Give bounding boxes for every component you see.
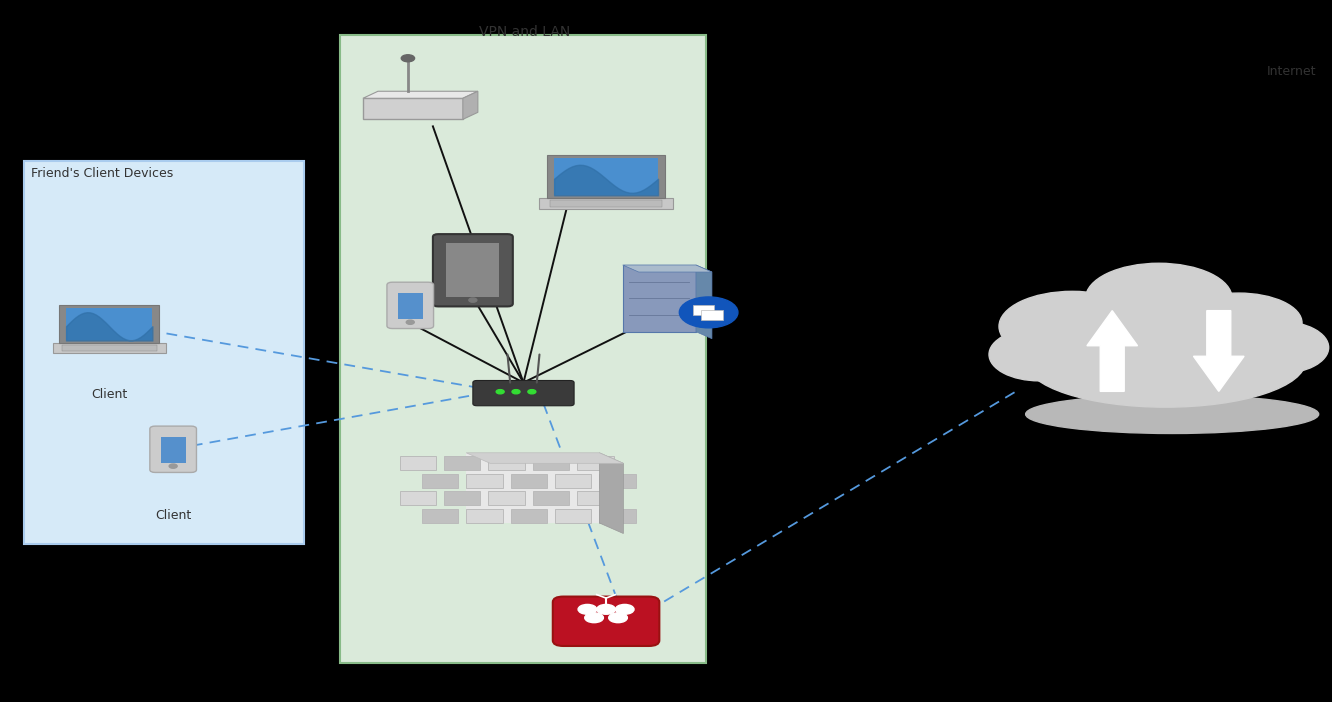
FancyBboxPatch shape bbox=[444, 456, 481, 470]
FancyBboxPatch shape bbox=[599, 509, 635, 523]
FancyBboxPatch shape bbox=[60, 305, 159, 343]
FancyBboxPatch shape bbox=[555, 509, 591, 523]
FancyBboxPatch shape bbox=[397, 293, 424, 319]
Circle shape bbox=[527, 390, 535, 394]
FancyBboxPatch shape bbox=[622, 265, 695, 332]
FancyBboxPatch shape bbox=[510, 509, 547, 523]
Circle shape bbox=[401, 55, 414, 62]
FancyBboxPatch shape bbox=[444, 491, 481, 505]
FancyBboxPatch shape bbox=[24, 161, 304, 544]
FancyBboxPatch shape bbox=[555, 474, 591, 488]
FancyBboxPatch shape bbox=[510, 474, 547, 488]
FancyBboxPatch shape bbox=[53, 343, 165, 352]
Ellipse shape bbox=[999, 291, 1146, 362]
Text: Client: Client bbox=[91, 388, 128, 401]
FancyBboxPatch shape bbox=[362, 98, 464, 119]
FancyBboxPatch shape bbox=[577, 491, 614, 505]
FancyBboxPatch shape bbox=[599, 474, 635, 488]
Circle shape bbox=[585, 613, 603, 623]
Polygon shape bbox=[464, 91, 478, 119]
Circle shape bbox=[615, 604, 634, 614]
FancyBboxPatch shape bbox=[466, 509, 502, 523]
FancyBboxPatch shape bbox=[577, 456, 614, 470]
FancyBboxPatch shape bbox=[422, 474, 458, 488]
Circle shape bbox=[496, 390, 503, 394]
Ellipse shape bbox=[1086, 263, 1232, 333]
Polygon shape bbox=[599, 453, 623, 534]
Text: VPN and LAN: VPN and LAN bbox=[480, 25, 570, 39]
Polygon shape bbox=[362, 91, 478, 98]
FancyBboxPatch shape bbox=[433, 234, 513, 306]
FancyBboxPatch shape bbox=[554, 158, 658, 195]
FancyBboxPatch shape bbox=[553, 597, 659, 646]
FancyBboxPatch shape bbox=[422, 509, 458, 523]
FancyBboxPatch shape bbox=[340, 35, 706, 663]
FancyBboxPatch shape bbox=[533, 491, 569, 505]
Polygon shape bbox=[466, 453, 623, 463]
FancyBboxPatch shape bbox=[489, 456, 525, 470]
Circle shape bbox=[578, 604, 597, 614]
FancyBboxPatch shape bbox=[400, 491, 436, 505]
Polygon shape bbox=[695, 265, 711, 339]
FancyBboxPatch shape bbox=[386, 282, 434, 329]
Text: Friend's Client Devices: Friend's Client Devices bbox=[32, 167, 173, 180]
FancyBboxPatch shape bbox=[149, 426, 197, 472]
FancyBboxPatch shape bbox=[550, 199, 662, 206]
Polygon shape bbox=[1087, 310, 1138, 392]
Ellipse shape bbox=[1175, 293, 1301, 352]
FancyBboxPatch shape bbox=[489, 491, 525, 505]
FancyBboxPatch shape bbox=[61, 345, 157, 350]
FancyBboxPatch shape bbox=[539, 198, 673, 208]
Polygon shape bbox=[1193, 310, 1244, 392]
Circle shape bbox=[406, 320, 414, 324]
FancyBboxPatch shape bbox=[67, 308, 152, 340]
Text: Client: Client bbox=[155, 509, 192, 522]
FancyBboxPatch shape bbox=[473, 380, 574, 406]
FancyBboxPatch shape bbox=[400, 456, 436, 470]
Circle shape bbox=[609, 613, 627, 623]
FancyBboxPatch shape bbox=[446, 243, 500, 297]
FancyBboxPatch shape bbox=[693, 305, 714, 314]
Ellipse shape bbox=[1228, 322, 1329, 373]
Polygon shape bbox=[622, 265, 711, 272]
Circle shape bbox=[679, 297, 738, 328]
Ellipse shape bbox=[1026, 395, 1319, 433]
Circle shape bbox=[469, 298, 477, 302]
FancyBboxPatch shape bbox=[466, 453, 599, 523]
Circle shape bbox=[169, 464, 177, 468]
FancyBboxPatch shape bbox=[466, 474, 502, 488]
Ellipse shape bbox=[1026, 316, 1305, 407]
FancyBboxPatch shape bbox=[702, 310, 723, 320]
FancyBboxPatch shape bbox=[160, 437, 186, 463]
Text: Internet: Internet bbox=[1267, 65, 1316, 78]
Circle shape bbox=[597, 604, 615, 614]
FancyBboxPatch shape bbox=[547, 155, 665, 198]
FancyBboxPatch shape bbox=[533, 456, 569, 470]
Circle shape bbox=[511, 390, 519, 394]
Ellipse shape bbox=[988, 329, 1090, 380]
